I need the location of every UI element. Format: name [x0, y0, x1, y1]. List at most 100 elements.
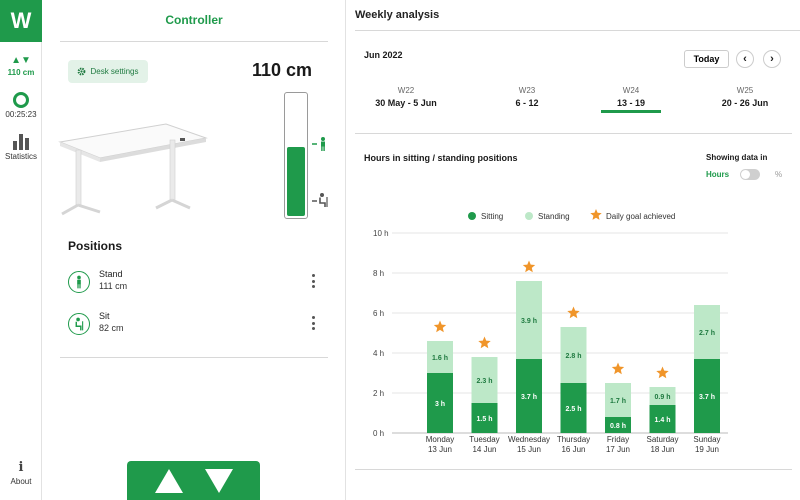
week-number: W23 — [518, 86, 536, 95]
divider — [60, 357, 328, 358]
x-tick-day: Saturday — [646, 435, 678, 444]
bar-label-sitting: 0.8 h — [610, 423, 626, 430]
bar-chart-icon — [12, 134, 30, 150]
desk-settings-button[interactable]: Desk settings — [68, 60, 148, 83]
sitting-marker-icon — [312, 193, 328, 207]
goal-star-icon — [611, 362, 625, 375]
bar-sitting — [605, 417, 631, 433]
goal-star-icon — [522, 260, 536, 273]
y-tick-label: 8 h — [373, 269, 384, 278]
y-tick-label: 10 h — [373, 229, 389, 238]
standing-person-icon — [68, 271, 90, 293]
positions-title: Positions — [68, 239, 123, 253]
x-tick-date: 17 Jun — [606, 445, 630, 454]
info-icon: i — [18, 460, 24, 475]
unit-toggle-label: Showing data in — [706, 153, 768, 162]
week-range: 13 - 19 — [616, 98, 646, 108]
x-tick-date: 19 Jun — [695, 445, 719, 454]
week-range: 30 May - 5 Jun — [375, 98, 437, 108]
position-item-stand[interactable]: Stand 111 cm — [68, 268, 322, 302]
today-button[interactable]: Today — [684, 50, 729, 68]
bar-label-sitting: 2.5 h — [566, 406, 582, 413]
desk-image — [58, 123, 208, 216]
week-tab-w25[interactable]: W25 20 - 26 Jun — [695, 86, 795, 108]
bar-sitting — [649, 405, 676, 433]
controller-panel: Controller Desk settings 110 cm — [42, 0, 346, 500]
more-options-icon[interactable] — [310, 316, 316, 330]
sidebar-statistics-label: Statistics — [4, 152, 37, 161]
x-tick-day: Thursday — [557, 435, 590, 444]
bar-sitting — [427, 373, 453, 433]
divider — [355, 469, 792, 470]
bar-label-standing: 1.7 h — [610, 398, 626, 405]
week-tab-w22[interactable]: W22 30 May - 5 Jun — [356, 86, 456, 108]
bar-label-standing: 3.9 h — [521, 318, 537, 325]
timer-ring-icon — [13, 92, 29, 108]
unit-toggle[interactable] — [740, 169, 760, 180]
legend-swatch-standing — [525, 212, 533, 220]
bar-standing — [694, 305, 720, 359]
sidebar-height-label: 110 cm — [7, 68, 35, 77]
bar-sitting — [694, 359, 720, 433]
goal-star-icon — [433, 320, 447, 333]
chevron-left-icon[interactable]: ‹ — [736, 50, 754, 68]
desk-settings-label: Desk settings — [90, 67, 139, 76]
divider — [355, 30, 800, 31]
unit-percent-label: % — [775, 170, 783, 179]
x-tick-date: 16 Jun — [561, 445, 585, 454]
more-options-icon[interactable] — [310, 274, 316, 288]
weekly-analysis-panel: Weekly analysis Jun 2022 Today ‹ › W22 3… — [347, 0, 800, 500]
divider — [60, 41, 328, 42]
chart-bars: 3 h 1.6 h 1.5 h 2.3 h 3.7 h 3.9 h 2.5 h 2.8 h 0.… — [427, 260, 720, 433]
logo[interactable]: W — [0, 0, 42, 42]
x-tick-date: 14 Jun — [472, 445, 496, 454]
bar-sitting — [516, 359, 542, 433]
bar-label-standing: 2.3 h — [477, 378, 493, 385]
bar-label-standing: 0.9 h — [655, 394, 671, 401]
bar-standing — [605, 383, 631, 417]
move-up-button[interactable] — [154, 468, 184, 494]
month-label: Jun 2022 — [364, 50, 403, 60]
bar-label-sitting: 1.4 h — [655, 417, 671, 424]
bar-sitting — [560, 383, 587, 433]
y-tick-label: 2 h — [373, 389, 384, 398]
sidebar-item-about[interactable]: i About — [0, 460, 42, 486]
x-tick-date: 13 Jun — [428, 445, 452, 454]
position-item-sit[interactable]: Sit 82 cm — [68, 310, 322, 344]
bar-standing — [560, 327, 587, 383]
week-tab-w24[interactable]: W24 13 - 19 — [581, 86, 681, 113]
y-tick-label: 0 h — [373, 429, 384, 438]
sidebar-item-statistics[interactable]: Statistics — [0, 134, 42, 161]
x-tick-day: Tuesday — [469, 435, 499, 444]
sidebar-item-height[interactable]: ▲▼ 110 cm — [0, 56, 42, 78]
chevron-right-icon[interactable]: › — [763, 50, 781, 68]
selected-week-indicator — [601, 110, 661, 113]
x-tick-day: Sunday — [693, 435, 720, 444]
bar-label-standing: 2.8 h — [566, 353, 582, 360]
goal-star-icon — [478, 336, 491, 349]
x-tick-day: Monday — [426, 435, 454, 444]
position-name: Sit — [99, 311, 110, 321]
week-number: W22 — [397, 86, 415, 95]
hours-chart: Sitting Standing Daily goal achieved 0 h 2 … — [373, 209, 728, 454]
bar-label-sitting: 3 h — [435, 401, 445, 408]
analysis-title: Weekly analysis — [355, 9, 440, 21]
position-name: Stand — [99, 269, 123, 279]
y-tick-label: 4 h — [373, 349, 384, 358]
y-tick-label: 6 h — [373, 309, 384, 318]
bar-label-standing: 2.7 h — [699, 330, 715, 337]
sidebar-item-timer[interactable]: 00:25:23 — [0, 92, 42, 119]
sidebar-about-label: About — [10, 477, 32, 486]
x-tick-day: Friday — [607, 435, 629, 444]
sidebar-timer-label: 00:25:23 — [5, 110, 37, 119]
position-height: 111 cm — [99, 281, 128, 291]
sidebar: W ▲▼ 110 cm 00:25:23 Statistics i About — [0, 0, 42, 500]
goal-star-icon — [656, 366, 669, 379]
move-down-button[interactable] — [204, 468, 234, 494]
bar-standing — [427, 341, 453, 373]
week-number: W24 — [622, 86, 640, 95]
week-tab-w23[interactable]: W23 6 - 12 — [477, 86, 577, 108]
bar-standing — [649, 387, 676, 405]
